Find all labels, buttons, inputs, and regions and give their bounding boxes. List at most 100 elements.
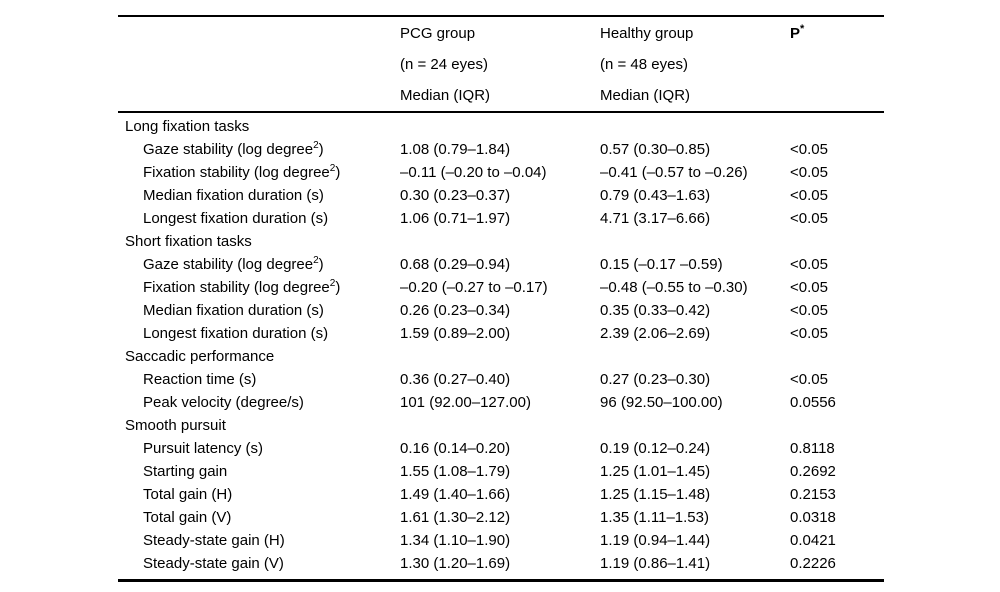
healthy-value: 96 (92.50–100.00) [600,394,723,411]
pcg-group-n: (n = 24 eyes) [400,55,488,73]
p-value: 0.0318 [790,509,836,526]
table-row: Reaction time (s) 0.36 (0.27–0.40) 0.27 … [118,368,884,391]
table-row: Fixation stability (log degree2) –0.11 (… [118,161,884,184]
row-label: Gaze stability (log degree2) [143,255,324,274]
p-value: 0.8118 [790,440,835,457]
pcg-value: 1.55 (1.08–1.79) [400,463,511,480]
pcg-value: 0.68 (0.29–0.94) [400,256,511,273]
pcg-value: 1.59 (0.89–2.00) [400,325,511,342]
table-row: Longest fixation duration (s) 1.59 (0.89… [118,322,884,345]
pcg-value: 0.36 (0.27–0.40) [400,371,511,388]
pcg-value: 1.08 (0.79–1.84) [400,141,511,158]
table-top-rule [118,15,884,17]
row-label: Longest fixation duration (s) [143,210,329,227]
p-value: <0.05 [790,164,828,181]
pcg-value: 0.26 (0.23–0.34) [400,302,511,319]
row-label: Fixation stability (log degree2) [143,163,341,182]
pcg-value: 0.16 (0.14–0.20) [400,440,511,457]
section-label: Long fixation tasks [125,118,250,135]
table-row: Steady-state gain (H) 1.34 (1.10–1.90) 1… [118,529,884,552]
table-row: Fixation stability (log degree2) –0.20 (… [118,276,884,299]
healthy-value: 0.19 (0.12–0.24) [600,440,711,457]
superscript: 2 [313,255,319,266]
row-label: Steady-state gain (V) [143,555,284,572]
row-label: Gaze stability (log degree2) [143,140,324,159]
p-value: <0.05 [790,187,828,204]
healthy-value: 0.15 (–0.17 –0.59) [600,256,723,273]
table-row: Total gain (V) 1.61 (1.30–2.12) 1.35 (1.… [118,506,884,529]
table-row: Steady-state gain (V) 1.30 (1.20–1.69) 1… [118,552,884,575]
pcg-value: 1.30 (1.20–1.69) [400,555,511,572]
section-label: Saccadic performance [125,348,275,365]
row-label: Median fixation duration (s) [143,302,324,319]
superscript: 2 [329,278,336,289]
healthy-value: 2.39 (2.06–2.69) [600,325,711,342]
row-label: Longest fixation duration (s) [143,325,329,342]
row-label: Total gain (V) [143,509,232,526]
section-header-row: Smooth pursuit [118,414,884,437]
section-label: Short fixation tasks [125,233,252,250]
p-value: 0.2692 [790,463,836,480]
healthy-value: –0.48 (–0.55 to –0.30) [600,279,748,296]
table-row: Median fixation duration (s) 0.26 (0.23–… [118,299,884,322]
table-row: Median fixation duration (s) 0.30 (0.23–… [118,184,884,207]
results-table: PCG group (n = 24 eyes) Median (IQR) Hea… [118,15,884,582]
column-header-pcg: PCG group (n = 24 eyes) Median (IQR) [400,18,600,111]
row-label: Starting gain [143,463,228,480]
healthy-value: –0.41 (–0.57 to –0.26) [600,164,748,181]
p-value: <0.05 [790,325,828,342]
table-header-rule [118,110,884,113]
pcg-value: 101 (92.00–127.00) [400,394,531,411]
row-label: Peak velocity (degree/s) [143,394,304,411]
p-value: <0.05 [790,279,828,296]
table-row: Total gain (H) 1.49 (1.40–1.66) 1.25 (1.… [118,483,884,506]
p-header-asterisk: * [800,22,805,35]
pcg-value: –0.11 (–0.20 to –0.04) [400,164,547,181]
table-body: Long fixation tasks Gaze stability (log … [118,113,884,579]
row-label: Total gain (H) [143,486,233,503]
healthy-value: 0.27 (0.23–0.30) [600,371,711,388]
section-header-row: Short fixation tasks [118,230,884,253]
pcg-value: –0.20 (–0.27 to –0.17) [400,279,548,296]
p-value: <0.05 [790,210,828,227]
healthy-value: 0.57 (0.30–0.85) [600,141,711,158]
pcg-value: 1.49 (1.40–1.66) [400,486,511,503]
section-header-row: Long fixation tasks [118,115,884,138]
healthy-group-n: (n = 48 eyes) [600,55,688,73]
p-value: <0.05 [790,141,828,158]
table-row: Gaze stability (log degree2) 0.68 (0.29–… [118,253,884,276]
superscript: 2 [329,163,336,174]
healthy-value: 1.25 (1.15–1.48) [600,486,711,503]
p-value: <0.05 [790,302,828,319]
row-label: Reaction time (s) [143,371,257,388]
healthy-value: 1.35 (1.11–1.53) [600,509,709,526]
healthy-group-stat: Median (IQR) [600,86,691,104]
p-value: <0.05 [790,256,828,273]
table-row: Starting gain 1.55 (1.08–1.79) 1.25 (1.0… [118,460,884,483]
pcg-value: 1.61 (1.30–2.12) [400,509,511,526]
healthy-value: 4.71 (3.17–6.66) [600,210,711,227]
section-header-row: Saccadic performance [118,345,884,368]
healthy-value: 1.19 (0.86–1.41) [600,555,711,572]
section-label: Smooth pursuit [125,417,226,434]
column-header-p: P* [790,18,884,49]
p-value: 0.0556 [790,394,836,411]
p-value: 0.2153 [790,486,836,503]
healthy-value: 0.79 (0.43–1.63) [600,187,711,204]
healthy-group-title: Healthy group [600,24,694,42]
superscript: 2 [313,140,319,151]
row-label: Pursuit latency (s) [143,440,264,457]
table-row: Longest fixation duration (s) 1.06 (0.71… [118,207,884,230]
p-value: 0.2226 [790,555,836,572]
table-bottom-rule [118,579,884,582]
pcg-value: 0.30 (0.23–0.37) [400,187,511,204]
row-label: Steady-state gain (H) [143,532,285,549]
row-label: Fixation stability (log degree2) [143,278,341,297]
p-value: 0.0421 [790,532,836,549]
healthy-value: 0.35 (0.33–0.42) [600,302,711,319]
column-header-healthy: Healthy group (n = 48 eyes) Median (IQR) [600,18,790,111]
table-row: Pursuit latency (s) 0.16 (0.14–0.20) 0.1… [118,437,884,460]
table-header: PCG group (n = 24 eyes) Median (IQR) Hea… [118,17,884,111]
table-row: Peak velocity (degree/s) 101 (92.00–127.… [118,391,884,414]
